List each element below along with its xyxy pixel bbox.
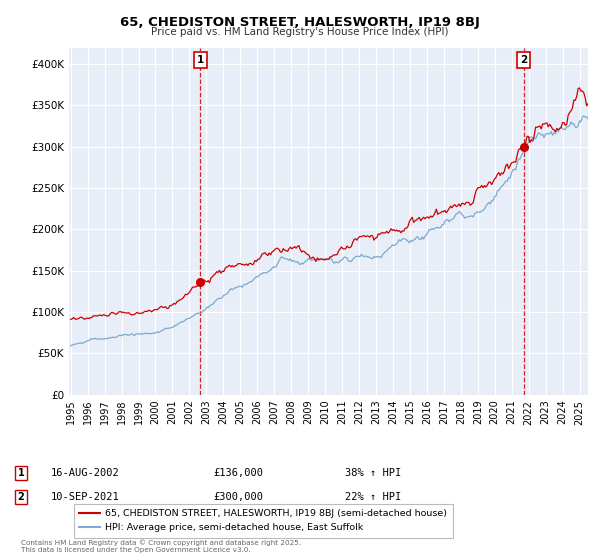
Text: 65, CHEDISTON STREET, HALESWORTH, IP19 8BJ: 65, CHEDISTON STREET, HALESWORTH, IP19 8… bbox=[120, 16, 480, 29]
Text: 38% ↑ HPI: 38% ↑ HPI bbox=[345, 468, 401, 478]
Text: 2: 2 bbox=[520, 55, 527, 65]
Text: 1: 1 bbox=[196, 55, 204, 65]
Text: 22% ↑ HPI: 22% ↑ HPI bbox=[345, 492, 401, 502]
Text: 16-AUG-2002: 16-AUG-2002 bbox=[51, 468, 120, 478]
Text: Price paid vs. HM Land Registry's House Price Index (HPI): Price paid vs. HM Land Registry's House … bbox=[151, 27, 449, 37]
Text: 10-SEP-2021: 10-SEP-2021 bbox=[51, 492, 120, 502]
Legend: 65, CHEDISTON STREET, HALESWORTH, IP19 8BJ (semi-detached house), HPI: Average p: 65, CHEDISTON STREET, HALESWORTH, IP19 8… bbox=[74, 503, 452, 538]
Text: 1: 1 bbox=[17, 468, 25, 478]
Text: Contains HM Land Registry data © Crown copyright and database right 2025.
This d: Contains HM Land Registry data © Crown c… bbox=[21, 539, 301, 553]
Text: 2: 2 bbox=[17, 492, 25, 502]
Text: £136,000: £136,000 bbox=[213, 468, 263, 478]
Text: £300,000: £300,000 bbox=[213, 492, 263, 502]
